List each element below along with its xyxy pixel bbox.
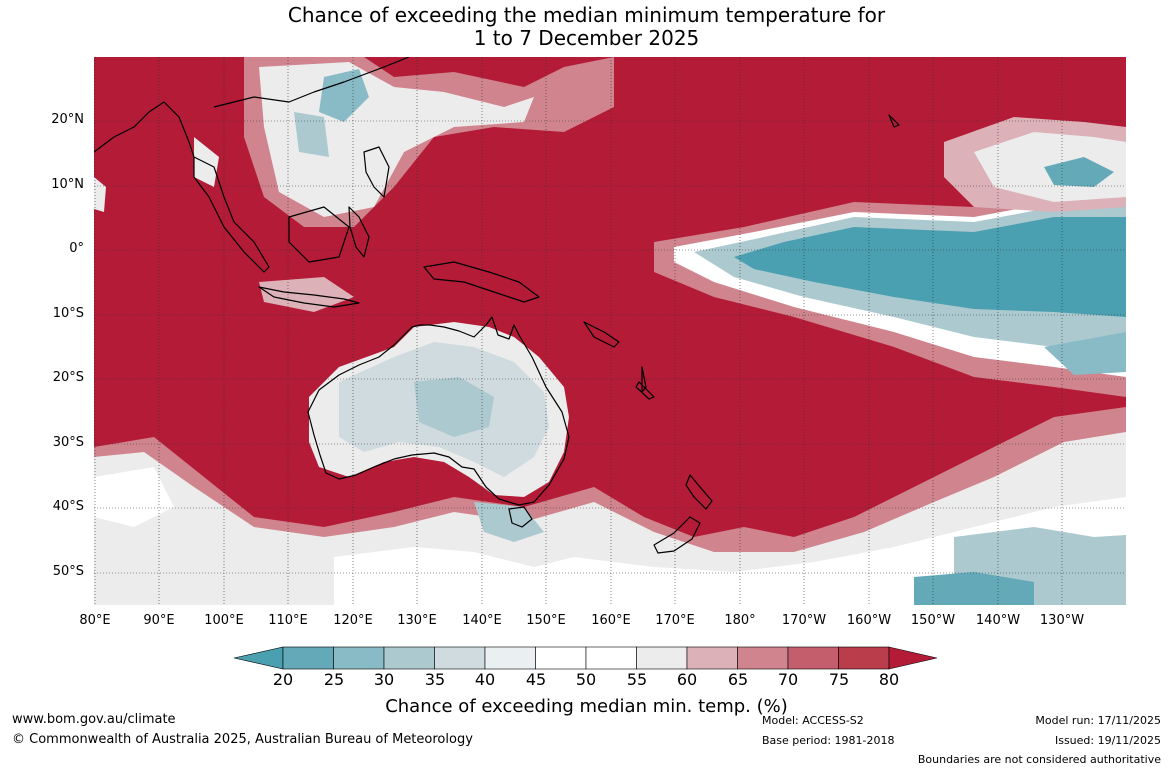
sulawesi-coastline — [348, 206, 370, 258]
map-shading-pacific — [654, 117, 1126, 397]
colorbar-tick-65: 65 — [727, 670, 749, 689]
hawaii-coastline — [888, 114, 900, 128]
footer-url[interactable]: www.bom.gov.au/climate — [12, 712, 176, 727]
lat-label-30s: 30°S — [52, 435, 84, 450]
colorbar-segment — [787, 646, 839, 670]
philippines-coastline — [363, 146, 390, 198]
lon-label-150w: 150°W — [910, 613, 956, 628]
lon-label-160w: 160°W — [846, 613, 892, 628]
java-coastline — [258, 286, 360, 308]
colorbar-tick-25: 25 — [323, 670, 345, 689]
lat-label-10s: 10°S — [52, 306, 84, 321]
map-title-line-1: Chance of exceeding the median minimum t… — [287, 3, 886, 27]
lon-label-80e: 80°E — [79, 613, 111, 628]
map-shading-australia — [309, 322, 569, 497]
colorbar-segment — [535, 646, 587, 670]
map-coastlines — [94, 57, 900, 554]
colorbar-tick-55: 55 — [626, 670, 648, 689]
colorbar-tick-30: 30 — [373, 670, 395, 689]
lat-label-10n: 10°N — [51, 177, 84, 192]
tasmania-coastline — [508, 506, 533, 528]
colorbar-segment — [636, 646, 688, 670]
lat-label-equator: 0° — [69, 241, 84, 256]
australia-coastline — [307, 316, 570, 506]
lon-label-140w: 140°W — [975, 613, 1021, 628]
colorbar-tick-45: 45 — [525, 670, 547, 689]
south-china-coastline — [213, 57, 410, 108]
new-zealand-south-coastline — [653, 516, 701, 554]
colorbar-label: Chance of exceeding median min. temp. (%… — [385, 696, 788, 717]
colorbar-tick-75: 75 — [828, 670, 850, 689]
colorbar-segment — [686, 646, 738, 670]
colorbar-tick-35: 35 — [424, 670, 446, 689]
colorbar-tick-70: 70 — [777, 670, 799, 689]
lon-label-100e: 100°E — [204, 613, 244, 628]
colorbar-segment — [737, 646, 789, 670]
probability-map — [94, 57, 1126, 605]
colorbar-segments — [233, 646, 938, 670]
colorbar-segment — [333, 646, 385, 670]
lon-label-150e: 150°E — [526, 613, 566, 628]
asia-coastline — [94, 101, 195, 158]
lon-label-130e: 130°E — [397, 613, 437, 628]
lon-label-120e: 120°E — [333, 613, 373, 628]
colorbar-segment — [838, 646, 890, 670]
lat-label-20s: 20°S — [52, 370, 84, 385]
lon-label-180: 180° — [724, 613, 756, 628]
lon-label-170e: 170°E — [655, 613, 695, 628]
footer-model-run: Model run: 17/11/2025 — [1035, 714, 1161, 727]
footer-base-period: Base period: 1981-2018 — [762, 734, 895, 747]
map-title-line-2: 1 to 7 December 2025 — [473, 26, 700, 50]
lat-label-40s: 40°S — [52, 499, 84, 514]
map-shading-southern-ocean — [94, 407, 1126, 605]
vanuatu-coastline — [641, 366, 647, 393]
colorbar-tick-20: 20 — [272, 670, 294, 689]
colorbar-segment — [585, 646, 637, 670]
new-guinea-coastline — [423, 261, 540, 303]
footer-issued: Issued: 19/11/2025 — [1054, 734, 1161, 747]
lon-label-110e: 110°E — [268, 613, 308, 628]
borneo-coastline — [288, 206, 350, 263]
map-title: Chance of exceeding the median minimum t… — [0, 4, 1173, 50]
colorbar-arrow-low — [233, 646, 284, 670]
colorbar-tick-80: 80 — [878, 670, 900, 689]
lat-label-20n: 20°N — [51, 112, 84, 127]
new-zealand-north-coastline — [685, 474, 713, 510]
colorbar — [233, 646, 938, 670]
colorbar-tick-60: 60 — [676, 670, 698, 689]
lon-label-90e: 90°E — [143, 613, 175, 628]
map-graticule — [94, 57, 1126, 605]
colorbar-segment — [434, 646, 486, 670]
lon-label-170w: 170°W — [781, 613, 827, 628]
colorbar-arrow-high — [888, 646, 938, 670]
colorbar-tick-40: 40 — [474, 670, 496, 689]
lat-label-50s: 50°S — [52, 564, 84, 579]
solomon-islands-coastline — [583, 321, 620, 348]
malay-peninsula-coastline — [193, 156, 270, 273]
lon-label-160e: 160°E — [591, 613, 631, 628]
colorbar-segment — [484, 646, 536, 670]
footer-model: Model: ACCESS-S2 — [762, 714, 864, 727]
new-caledonia-coastline — [635, 381, 655, 400]
map-canvas — [94, 57, 1126, 605]
colorbar-segment — [383, 646, 435, 670]
footer-copyright: © Commonwealth of Australia 2025, Austra… — [12, 732, 473, 747]
lon-label-130w: 130°W — [1039, 613, 1085, 628]
colorbar-tick-50: 50 — [575, 670, 597, 689]
footer-disclaimer: Boundaries are not considered authoritat… — [917, 753, 1161, 766]
colorbar-segment — [282, 646, 334, 670]
lon-label-140e: 140°E — [462, 613, 502, 628]
